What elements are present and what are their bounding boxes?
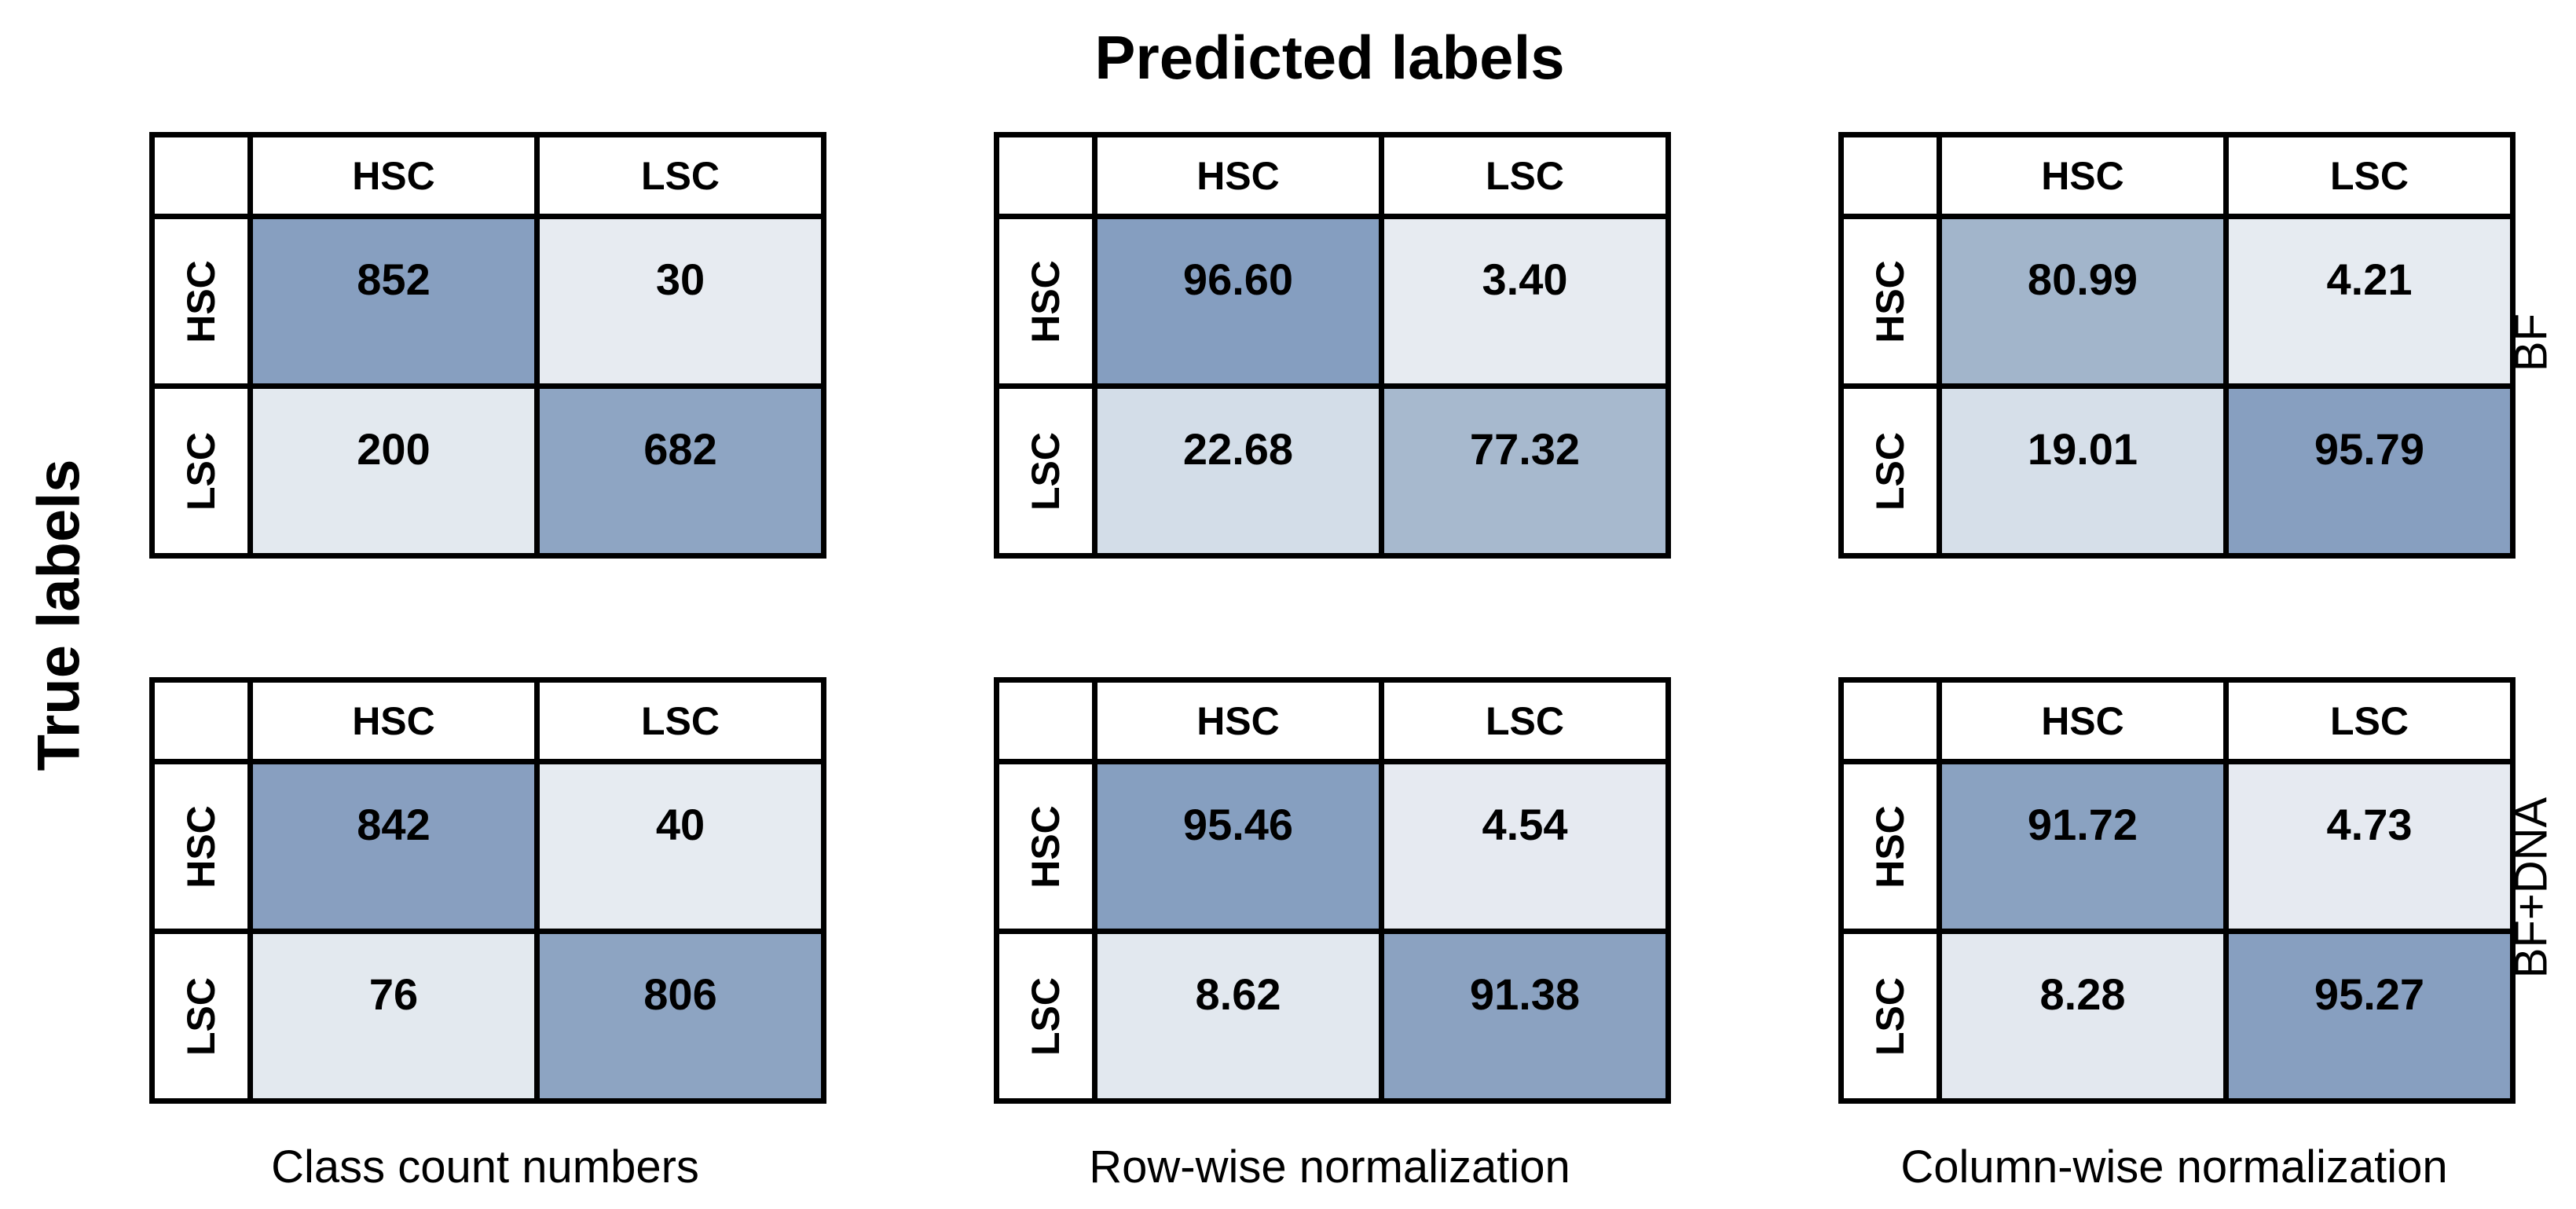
matrix-cell: 19.01 bbox=[1937, 383, 2229, 559]
matrix-cell: 842 bbox=[247, 759, 540, 934]
matrix-cell: 96.60 bbox=[1092, 214, 1384, 389]
row-header-lsc: LSC bbox=[994, 929, 1097, 1104]
matrix-corner bbox=[149, 677, 253, 764]
col-header-lsc: LSC bbox=[2223, 132, 2516, 219]
column-caption-rowwise: Row-wise normalization bbox=[1089, 1141, 1570, 1193]
row-header-hsc: HSC bbox=[149, 214, 253, 389]
matrix-cell: 4.73 bbox=[2223, 759, 2516, 934]
figure-title: Predicted labels bbox=[1094, 23, 1565, 92]
confusion-matrix-bfdna-counts: HSC LSC HSC 842 40 LSC 76 806 bbox=[149, 677, 826, 1104]
matrix-cell: 95.27 bbox=[2223, 929, 2516, 1104]
confusion-matrix-bf-colwise: HSC LSC HSC 80.99 4.21 LSC 19.01 95.79 bbox=[1838, 132, 2516, 559]
col-header-hsc: HSC bbox=[1092, 677, 1384, 764]
row-header-hsc: HSC bbox=[994, 759, 1097, 934]
matrix-cell: 91.72 bbox=[1937, 759, 2229, 934]
y-axis-label: True labels bbox=[25, 459, 93, 771]
col-header-lsc: LSC bbox=[1379, 677, 1671, 764]
row-header-lsc: LSC bbox=[149, 383, 253, 559]
matrix-cell: 77.32 bbox=[1379, 383, 1671, 559]
matrix-corner bbox=[994, 677, 1097, 764]
col-header-lsc: LSC bbox=[1379, 132, 1671, 219]
matrix-cell: 80.99 bbox=[1937, 214, 2229, 389]
matrix-cell: 806 bbox=[534, 929, 826, 1104]
confusion-matrix-bfdna-colwise: HSC LSC HSC 91.72 4.73 LSC 8.28 95.27 bbox=[1838, 677, 2516, 1104]
matrix-cell: 852 bbox=[247, 214, 540, 389]
col-header-lsc: LSC bbox=[534, 132, 826, 219]
col-header-hsc: HSC bbox=[247, 132, 540, 219]
row-header-lsc: LSC bbox=[1838, 383, 1942, 559]
matrix-corner bbox=[994, 132, 1097, 219]
col-header-hsc: HSC bbox=[247, 677, 540, 764]
matrix-cell: 22.68 bbox=[1092, 383, 1384, 559]
matrix-cell: 76 bbox=[247, 929, 540, 1104]
matrix-cell: 30 bbox=[534, 214, 826, 389]
matrix-cell: 8.62 bbox=[1092, 929, 1384, 1104]
matrix-cell: 40 bbox=[534, 759, 826, 934]
matrix-cell: 4.54 bbox=[1379, 759, 1671, 934]
row-header-hsc: HSC bbox=[994, 214, 1097, 389]
confusion-matrix-bfdna-rowwise: HSC LSC HSC 95.46 4.54 LSC 8.62 91.38 bbox=[994, 677, 1671, 1104]
matrix-cell: 200 bbox=[247, 383, 540, 559]
row-header-hsc: HSC bbox=[149, 759, 253, 934]
matrix-cell: 3.40 bbox=[1379, 214, 1671, 389]
matrix-cell: 682 bbox=[534, 383, 826, 559]
matrix-corner bbox=[1838, 132, 1942, 219]
matrix-cell: 91.38 bbox=[1379, 929, 1671, 1104]
confusion-matrix-bf-counts: HSC LSC HSC 852 30 LSC 200 682 bbox=[149, 132, 826, 559]
matrix-cell: 8.28 bbox=[1937, 929, 2229, 1104]
row-header-lsc: LSC bbox=[149, 929, 253, 1104]
row-header-lsc: LSC bbox=[994, 383, 1097, 559]
column-caption-counts: Class count numbers bbox=[271, 1141, 699, 1193]
confusion-matrix-bf-rowwise: HSC LSC HSC 96.60 3.40 LSC 22.68 77.32 bbox=[994, 132, 1671, 559]
matrix-cell: 95.79 bbox=[2223, 383, 2516, 559]
col-header-hsc: HSC bbox=[1092, 132, 1384, 219]
matrix-cell: 4.21 bbox=[2223, 214, 2516, 389]
column-caption-colwise: Column-wise normalization bbox=[1900, 1141, 2448, 1193]
col-header-lsc: LSC bbox=[2223, 677, 2516, 764]
row-header-hsc: HSC bbox=[1838, 759, 1942, 934]
col-header-hsc: HSC bbox=[1937, 677, 2229, 764]
col-header-lsc: LSC bbox=[534, 677, 826, 764]
matrix-cell: 95.46 bbox=[1092, 759, 1384, 934]
matrix-corner bbox=[1838, 677, 1942, 764]
matrix-corner bbox=[149, 132, 253, 219]
row-header-hsc: HSC bbox=[1838, 214, 1942, 389]
col-header-hsc: HSC bbox=[1937, 132, 2229, 219]
row-header-lsc: LSC bbox=[1838, 929, 1942, 1104]
